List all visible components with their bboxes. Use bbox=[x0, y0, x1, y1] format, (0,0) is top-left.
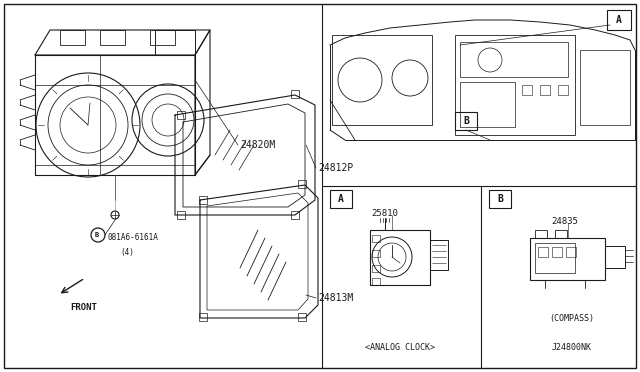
Text: 081A6-6161A: 081A6-6161A bbox=[107, 234, 158, 243]
Bar bbox=[199, 196, 207, 204]
Bar bbox=[199, 313, 207, 321]
Bar bbox=[489, 190, 511, 208]
Bar bbox=[605, 246, 625, 268]
Text: B: B bbox=[463, 116, 469, 126]
Bar bbox=[298, 313, 306, 321]
Text: 25810: 25810 bbox=[372, 208, 399, 218]
Bar bbox=[558, 85, 568, 95]
Text: 24813M: 24813M bbox=[318, 293, 353, 303]
Text: (COMPASS): (COMPASS) bbox=[550, 314, 595, 323]
Bar bbox=[580, 50, 630, 125]
Bar bbox=[298, 180, 306, 188]
Bar bbox=[555, 230, 567, 238]
Bar bbox=[372, 235, 380, 242]
Bar bbox=[177, 211, 185, 219]
Text: B: B bbox=[497, 194, 503, 204]
Bar bbox=[370, 230, 430, 285]
Bar bbox=[150, 30, 175, 45]
Text: <ANALOG CLOCK>: <ANALOG CLOCK> bbox=[365, 343, 435, 353]
Bar bbox=[455, 112, 477, 130]
Bar bbox=[535, 230, 547, 238]
Text: 24835: 24835 bbox=[552, 217, 579, 225]
Bar bbox=[530, 238, 605, 280]
Bar bbox=[60, 30, 85, 45]
Bar bbox=[372, 278, 380, 285]
Bar bbox=[430, 240, 448, 270]
Bar bbox=[460, 82, 515, 127]
Bar bbox=[460, 42, 568, 77]
Bar bbox=[291, 90, 299, 98]
Bar bbox=[330, 190, 352, 208]
Bar bbox=[372, 250, 380, 257]
Bar bbox=[332, 35, 432, 125]
Bar bbox=[535, 243, 575, 273]
Bar bbox=[540, 85, 550, 95]
Text: FRONT: FRONT bbox=[70, 304, 97, 312]
Bar bbox=[291, 211, 299, 219]
Bar bbox=[100, 30, 125, 45]
Bar bbox=[155, 30, 195, 55]
Text: 24812P: 24812P bbox=[318, 163, 353, 173]
Text: 24820M: 24820M bbox=[240, 140, 275, 150]
Text: A: A bbox=[616, 15, 622, 25]
Text: B: B bbox=[95, 232, 99, 238]
Bar bbox=[552, 247, 562, 257]
Bar bbox=[538, 247, 548, 257]
Bar bbox=[607, 10, 631, 30]
Text: J24800NK: J24800NK bbox=[552, 343, 592, 353]
Text: A: A bbox=[338, 194, 344, 204]
Bar bbox=[566, 247, 576, 257]
Bar bbox=[522, 85, 532, 95]
Bar bbox=[372, 265, 380, 272]
Text: (4): (4) bbox=[120, 247, 134, 257]
Bar bbox=[177, 111, 185, 119]
Bar bbox=[455, 35, 575, 135]
